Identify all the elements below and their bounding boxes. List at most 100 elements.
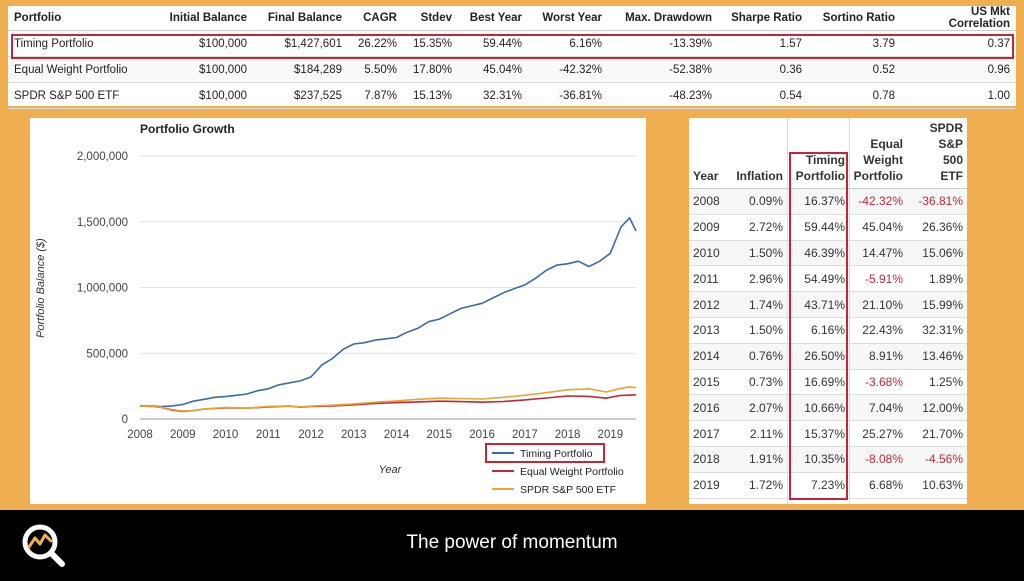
col-header-spdr: SPDR S&P 500 ETF [907, 118, 967, 189]
col-header: Initial Balance [148, 6, 253, 31]
table-cell: 54.49% [787, 265, 849, 293]
y-tick-label: 2,000,000 [77, 151, 128, 163]
col-header: Sortino Ratio [808, 6, 901, 31]
table-cell: 32.31% [458, 82, 528, 109]
col-header-inflation: Inflation [729, 118, 787, 189]
table-cell: 7.04% [849, 394, 907, 422]
table-row: 2018 1.91% 10.35% -8.08% -4.56% [689, 446, 967, 473]
table-cell: 16.37% [787, 188, 849, 215]
y-tick-label: 1,000,000 [77, 283, 128, 295]
table-cell: 7.87% [348, 82, 403, 109]
table-cell: 1.74% [729, 291, 787, 318]
table-row: 2014 0.76% 26.50% 8.91% 13.46% [689, 343, 967, 370]
table-cell: 26.50% [787, 343, 849, 370]
table-cell: 0.09% [729, 188, 787, 215]
table-cell: 2010 [689, 240, 729, 267]
legend-label: SPDR S&P 500 ETF [520, 484, 616, 496]
y-tick-label: 500,000 [86, 348, 128, 360]
x-tick-label: 2011 [256, 429, 281, 441]
annual-table-body: 2008 0.09% 16.37% -42.32% -36.81% 2009 2.72% 59… [689, 188, 967, 499]
caption-text: The power of momentum [406, 532, 618, 553]
col-header-year: Year [689, 118, 729, 189]
table-cell: 1.00 [901, 82, 1016, 109]
table-cell: Equal Weight Portfolio [8, 56, 148, 83]
table-cell: -48.23% [608, 82, 718, 109]
col-header: Final Balance [253, 6, 348, 31]
table-cell: 0.78 [808, 82, 901, 109]
table-cell: 2.72% [729, 214, 787, 241]
table-cell: 46.39% [787, 240, 849, 267]
table-cell: 59.44% [458, 30, 528, 57]
table-cell: 22.43% [849, 317, 907, 344]
table-cell: 2013 [689, 317, 729, 344]
summary-row-spdr: SPDR S&P 500 ETF $100,000 $237,525 7.87%… [8, 82, 1016, 109]
table-cell: 21.70% [907, 420, 967, 447]
x-tick-label: 2009 [170, 429, 196, 441]
x-tick-label: 2014 [384, 429, 410, 441]
col-header: Stdev [403, 6, 458, 31]
table-cell: 2.96% [729, 265, 787, 293]
table-cell: 7.23% [787, 472, 849, 499]
header-line: S&P [938, 137, 963, 151]
header-line: SPDR [929, 121, 963, 135]
y-tick-label: 1,500,000 [77, 217, 128, 229]
series-line-2 [139, 386, 637, 412]
table-cell: 6.68% [849, 472, 907, 499]
summary-header-row: Portfolio Initial Balance Final Balance … [8, 6, 1016, 31]
table-cell: $100,000 [148, 82, 253, 109]
col-header-timing: Timing Portfolio [787, 118, 849, 189]
chart-title: Portfolio Growth [140, 122, 235, 136]
table-cell: Timing Portfolio [8, 30, 148, 57]
table-cell: 2017 [689, 420, 729, 447]
col-header: Sharpe Ratio [718, 6, 808, 31]
header-line: 500 [942, 153, 963, 167]
table-cell: 2.11% [729, 420, 787, 447]
header-line: Portfolio [795, 169, 845, 183]
table-cell: 10.66% [787, 394, 849, 422]
table-row: 2013 1.50% 6.16% 22.43% 32.31% [689, 317, 967, 344]
table-cell: 45.04% [849, 214, 907, 241]
table-row: 2012 1.74% 43.71% 21.10% 15.99% [689, 291, 967, 318]
table-cell: 0.37 [901, 30, 1016, 57]
table-cell: 2015 [689, 369, 729, 396]
legend-highlight-box [485, 443, 605, 463]
legend-label: Equal Weight Portfolio [520, 466, 624, 478]
table-cell: 2.07% [729, 394, 787, 422]
table-cell: 1.89% [907, 265, 967, 293]
annual-header-row: Year Inflation Timing Portfolio Equal We… [689, 118, 967, 189]
y-tick-label: 0 [122, 414, 128, 426]
table-cell: $100,000 [148, 56, 253, 83]
caption-bar: The power of momentum [0, 510, 1024, 581]
table-row: 2008 0.09% 16.37% -42.32% -36.81% [689, 188, 967, 215]
table-cell: 2009 [689, 214, 729, 241]
col-header: US Mkt Correlation [901, 6, 1016, 31]
table-cell: 15.37% [787, 420, 849, 447]
table-cell: -42.32% [528, 56, 608, 83]
header-line: Weight [863, 153, 903, 167]
table-cell: 1.57 [718, 30, 808, 57]
col-header: Best Year [458, 6, 528, 31]
table-cell: 26.36% [907, 214, 967, 241]
table-cell: 0.52 [808, 56, 901, 83]
column-divider [787, 118, 788, 504]
table-cell: 59.44% [787, 214, 849, 241]
x-tick-label: 2016 [469, 429, 495, 441]
table-cell: $1,427,601 [253, 30, 348, 57]
portfolio-growth-chart: Portfolio Growth 0 500,000 1,000,000 1,500,0… [30, 118, 646, 504]
table-cell: 15.99% [907, 291, 967, 318]
table-row: 2017 2.11% 15.37% 25.27% 21.70% [689, 420, 967, 447]
table-cell: 14.47% [849, 240, 907, 267]
col-header: Portfolio [8, 6, 148, 31]
table-cell: 2016 [689, 394, 729, 422]
x-axis-label: Year [379, 464, 403, 476]
table-cell: $100,000 [148, 30, 253, 57]
table-row: 2011 2.96% 54.49% -5.91% 1.89% [689, 265, 967, 293]
table-cell: -8.08% [849, 446, 907, 473]
table-cell: 0.76% [729, 343, 787, 370]
table-cell: 1.91% [729, 446, 787, 473]
table-cell: -36.81% [528, 82, 608, 109]
table-cell: 0.96 [901, 56, 1016, 83]
header-line: Equal [870, 137, 903, 151]
table-cell: -13.39% [608, 30, 718, 57]
table-row: 2010 1.50% 46.39% 14.47% 15.06% [689, 240, 967, 267]
